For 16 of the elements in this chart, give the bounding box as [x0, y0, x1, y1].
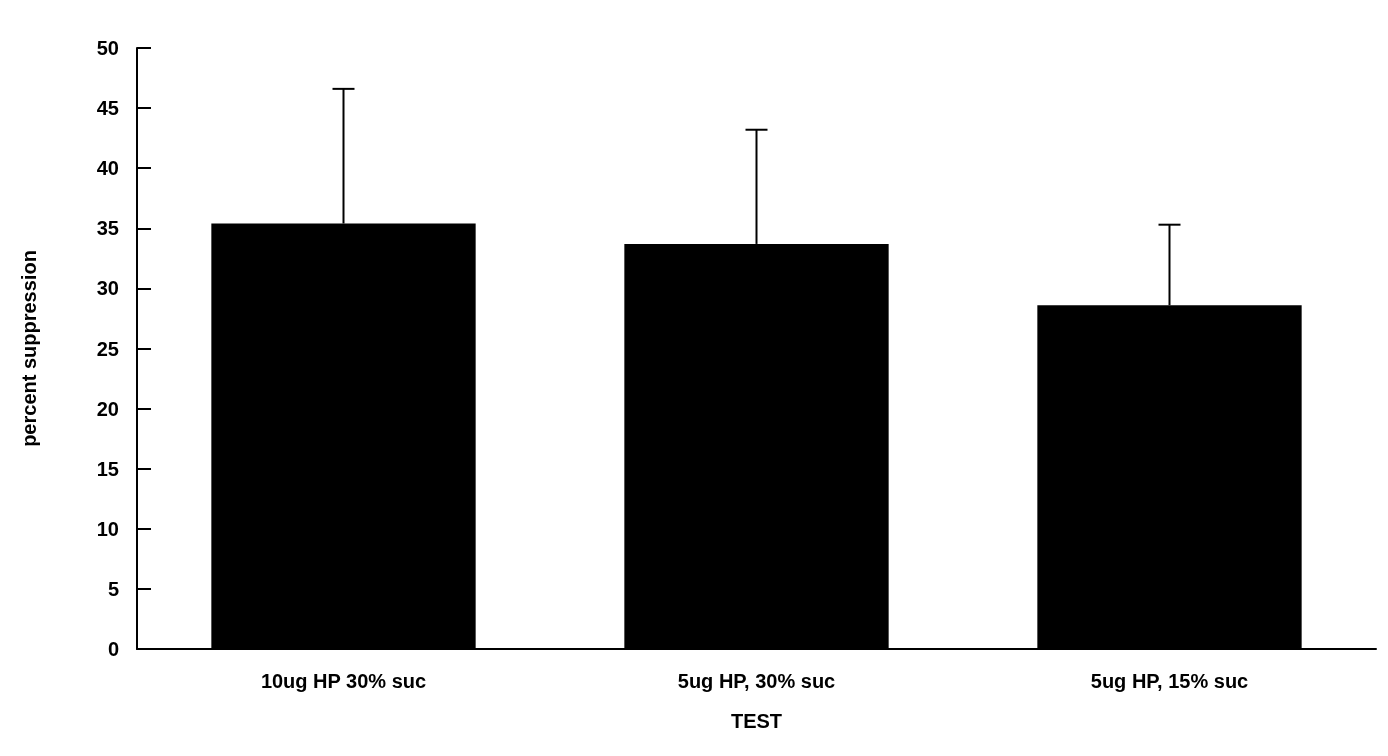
- x-tick-label: 5ug HP, 30% suc: [677, 670, 836, 692]
- y-tick-label: 25: [96, 337, 119, 360]
- y-tick-label: 5: [107, 577, 119, 600]
- y-tick-label: 40: [96, 157, 119, 180]
- y-tick-label: 10: [96, 517, 119, 540]
- x-tick-label: 5ug HP, 15% suc: [1090, 670, 1249, 692]
- y-tick-label: 45: [96, 97, 119, 120]
- y-tick-label: 30: [96, 277, 119, 300]
- y-tick-label: 35: [96, 217, 119, 240]
- y-axis-title: percent suppression: [18, 250, 40, 447]
- y-tick-label: 50: [96, 37, 119, 59]
- y-tick-label: 0: [107, 638, 119, 660]
- y-tick-label: 15: [96, 457, 119, 480]
- y-tick-label: 20: [96, 397, 119, 420]
- x-tick-label: 10ug HP 30% suc: [260, 670, 427, 692]
- x-axis-title: TEST: [730, 710, 783, 732]
